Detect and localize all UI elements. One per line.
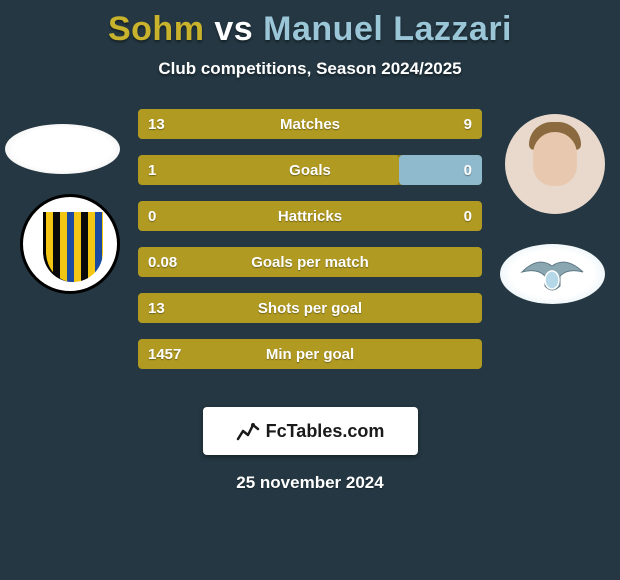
- player-avatar-left-icon: [5, 124, 120, 174]
- stat-label: Hattricks: [138, 201, 482, 231]
- stat-row: 13Shots per goal: [138, 293, 482, 323]
- stat-label: Goals: [138, 155, 482, 185]
- title-player2: Manuel Lazzari: [263, 10, 512, 48]
- stat-row: 00Hattricks: [138, 201, 482, 231]
- title-player1: Sohm: [108, 10, 204, 48]
- fctables-logo-icon: [236, 419, 260, 443]
- stat-label: Min per goal: [138, 339, 482, 369]
- footer-date: 25 november 2024: [0, 473, 620, 493]
- stat-bars: 139Matches 10Goals 00Hattricks 0.08Goals pe…: [138, 109, 482, 385]
- brand-badge: FcTables.com: [203, 407, 418, 455]
- stat-row: 0.08Goals per match: [138, 247, 482, 277]
- page-title: Sohm vs Manuel Lazzari: [0, 0, 620, 49]
- comparison-stage: 139Matches 10Goals 00Hattricks 0.08Goals pe…: [0, 109, 620, 399]
- title-vs: vs: [214, 10, 253, 48]
- stat-label: Matches: [138, 109, 482, 139]
- stat-label: Shots per goal: [138, 293, 482, 323]
- brand-text: FcTables.com: [266, 421, 385, 442]
- eagle-icon: [520, 254, 585, 294]
- stat-row: 139Matches: [138, 109, 482, 139]
- subtitle: Club competitions, Season 2024/2025: [0, 59, 620, 79]
- stat-label: Goals per match: [138, 247, 482, 277]
- club-badge-parma-icon: [20, 194, 120, 294]
- stat-row: 1457Min per goal: [138, 339, 482, 369]
- club-badge-lazio-icon: [500, 244, 605, 304]
- stat-row: 10Goals: [138, 155, 482, 185]
- player-avatar-right-icon: [505, 114, 605, 214]
